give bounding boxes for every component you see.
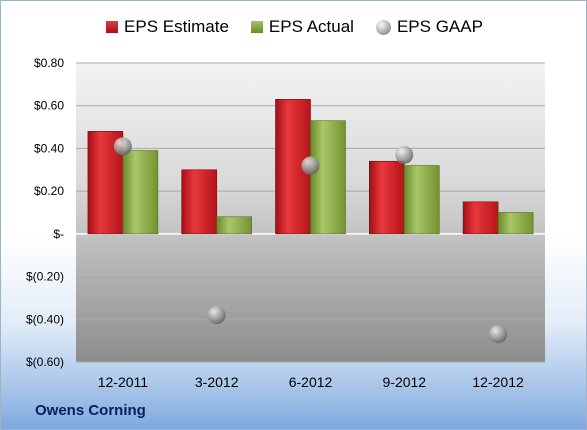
eps-actual-swatch bbox=[250, 21, 263, 33]
marker-eps-gaap bbox=[395, 145, 414, 164]
legend-item-eps-actual: EPS Actual bbox=[250, 17, 354, 37]
bar-eps-actual bbox=[216, 216, 252, 235]
y-tick-label: $0.60 bbox=[34, 99, 64, 113]
bar-eps-estimate bbox=[368, 160, 405, 235]
y-tick-label: $0.20 bbox=[34, 184, 64, 198]
legend-item-eps-gaap: EPS GAAP bbox=[375, 17, 483, 37]
marker-eps-gaap bbox=[207, 306, 226, 325]
x-tick-label: 12-2011 bbox=[98, 374, 149, 390]
company-name: Owens Corning bbox=[35, 402, 146, 419]
x-tick-label: 12-2012 bbox=[472, 374, 524, 390]
y-tick-label: $- bbox=[53, 227, 64, 241]
marker-eps-gaap bbox=[489, 325, 508, 344]
bar-eps-actual bbox=[310, 120, 346, 235]
y-axis-ticks: $0.80 $0.60 $0.40 $0.20 $- $(0.20) $(0.40) $(0.… bbox=[26, 56, 64, 369]
marker-eps-gaap bbox=[301, 156, 320, 175]
legend-label-eps-gaap: EPS GAAP bbox=[396, 17, 483, 36]
chart-legend: EPS Estimate EPS Actual EPS GAAP bbox=[1, 17, 586, 37]
marker-eps-gaap bbox=[113, 137, 132, 156]
x-axis-labels: 12-2011 3-2012 6-2012 9-2012 12-2012 bbox=[98, 374, 524, 390]
eps-gaap-swatch bbox=[375, 19, 391, 35]
legend-label-eps-actual: EPS Actual bbox=[268, 17, 354, 36]
y-tick-label: $0.40 bbox=[34, 141, 64, 155]
y-tick-label: $(0.20) bbox=[26, 270, 64, 284]
legend-label-eps-estimate: EPS Estimate bbox=[124, 17, 229, 36]
y-tick-label: $(0.60) bbox=[26, 355, 64, 369]
bar-eps-estimate bbox=[181, 169, 217, 235]
bar-eps-actual bbox=[122, 150, 159, 235]
y-tick-label: $(0.40) bbox=[26, 312, 64, 326]
y-tick-label: $0.80 bbox=[34, 56, 64, 70]
gaap-markers bbox=[113, 137, 508, 344]
x-tick-label: 9-2012 bbox=[383, 374, 427, 390]
eps-estimate-swatch bbox=[106, 21, 119, 33]
bar-eps-actual bbox=[403, 165, 440, 235]
x-tick-label: 6-2012 bbox=[289, 374, 333, 390]
x-tick-label: 3-2012 bbox=[195, 374, 239, 390]
bars bbox=[87, 99, 534, 235]
bar-eps-estimate bbox=[462, 201, 499, 235]
legend-item-eps-estimate: EPS Estimate bbox=[106, 17, 229, 37]
bar-eps-actual bbox=[497, 212, 534, 235]
